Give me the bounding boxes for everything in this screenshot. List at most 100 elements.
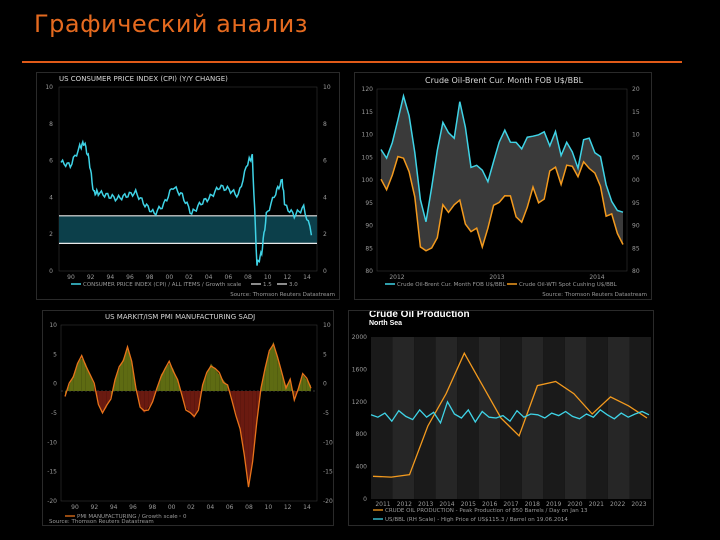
x-tick-label: 2020 — [567, 501, 582, 508]
background-band — [392, 337, 415, 499]
x-tick-label: 14 — [303, 504, 311, 511]
y-tick-label: 4 — [49, 194, 53, 201]
background-band — [607, 337, 630, 499]
pmi-positive-area — [127, 347, 132, 391]
pmi-positive-area — [306, 380, 311, 391]
y-tick-label-right: 95 — [632, 200, 640, 207]
chart-source: Source: Thomson Reuters Datastream — [49, 519, 154, 525]
legend-production: CRUDE OIL PRODUCTION - Peak Production o… — [385, 508, 588, 514]
x-tick-label: 90 — [67, 274, 75, 281]
y-tick-label: 10 — [45, 84, 53, 91]
y-tick-label: 0 — [49, 268, 53, 275]
y-tick-label-right: 2 — [323, 231, 327, 238]
y-tick-label-right: -15 — [323, 469, 333, 476]
pmi-positive-area — [73, 363, 78, 391]
y-tick-label-right: 00 — [632, 177, 640, 184]
north-sea-chart-subtitle: North Sea — [369, 320, 403, 327]
x-tick-label: 12 — [284, 274, 292, 281]
background-band — [586, 337, 608, 499]
brent-chart-panel: Crude Oil-Brent Cur. Month FOB U$/BBL 12… — [354, 72, 652, 300]
pmi-negative-area — [181, 391, 186, 408]
pmi-negative-area — [190, 391, 195, 419]
pmi-positive-area — [269, 341, 274, 391]
pmi-positive-area — [165, 363, 170, 391]
x-tick-label: 2012 — [397, 501, 412, 508]
x-tick-label: 04 — [205, 274, 213, 281]
x-tick-label: 2019 — [546, 501, 561, 508]
y-tick-label-right: 10 — [632, 132, 640, 139]
y-tick-label: 0 — [363, 496, 367, 503]
pmi-positive-area — [265, 352, 270, 391]
plot-frame — [60, 324, 318, 502]
y-tick-label: 800 — [356, 431, 368, 438]
y-tick-label: -15 — [47, 469, 57, 476]
slide-title: Графический анализ — [34, 10, 308, 38]
x-tick-label: 10 — [264, 274, 272, 281]
production-series-line — [372, 351, 648, 478]
brent-chart: 120 115 110 105 100 95 90 85 80 20 15 10 05 00 95 90 85 8… — [362, 86, 647, 298]
y-tick-label-right: 8 — [323, 121, 327, 128]
y-tick-label-right: -10 — [323, 439, 333, 446]
y-tick-label-right: 90 — [632, 223, 640, 230]
legend-band-low: 1.5 — [263, 282, 272, 288]
y-tick-label: 110 — [362, 132, 374, 139]
y-tick-label: 1600 — [352, 366, 367, 373]
pmi-negative-area — [248, 391, 253, 485]
x-tick-label: 98 — [146, 274, 154, 281]
brent-chart-title: Crude Oil-Brent Cur. Month FOB U$/BBL — [425, 76, 584, 85]
y-tick-label: 115 — [362, 109, 374, 116]
y-tick-label: 6 — [49, 158, 53, 165]
x-tick-label: 2014 — [439, 501, 454, 508]
x-tick-label: 90 — [71, 504, 79, 511]
x-tick-label: 2022 — [610, 501, 625, 508]
y-tick-label-right: 6 — [323, 158, 327, 165]
north-sea-chart-title: Crude Oil Production — [369, 310, 470, 320]
x-tick-label: 2014 — [589, 274, 604, 281]
pmi-positive-area — [85, 363, 91, 391]
x-tick-label: 2023 — [631, 501, 646, 508]
pmi-negative-area — [231, 391, 236, 413]
y-tick-label: 0 — [53, 381, 57, 388]
legend-brent: Crude Oil-Brent Cur. Month FOB U$/BBL — [397, 282, 507, 288]
x-tick-label: 08 — [244, 274, 252, 281]
x-tick-label: 06 — [226, 504, 234, 511]
pmi-negative-area — [235, 391, 241, 430]
x-tick-label: 92 — [87, 274, 95, 281]
x-tick-label: 00 — [166, 274, 174, 281]
pmi-positive-area — [115, 369, 120, 391]
x-tick-label: 12 — [284, 504, 292, 511]
background-band — [500, 337, 522, 499]
y-tick-label-right: -5 — [323, 410, 329, 417]
y-tick-label-right: -20 — [323, 498, 333, 505]
pmi-negative-area — [98, 391, 103, 413]
price-series-line — [370, 400, 650, 425]
y-tick-label: 400 — [356, 464, 368, 471]
x-tick-label: 2013 — [489, 274, 504, 281]
background-band — [457, 337, 479, 499]
pmi-negative-area — [185, 391, 191, 413]
x-tick-label: 04 — [207, 504, 215, 511]
pmi-negative-area — [240, 391, 245, 457]
target-band — [59, 215, 317, 244]
x-tick-label: 02 — [187, 504, 195, 511]
background-band — [371, 337, 393, 499]
background-band — [478, 337, 501, 499]
pmi-negative-area — [256, 385, 261, 424]
cpi-series-line — [60, 139, 313, 266]
pmi-negative-area — [152, 391, 157, 402]
cpi-chart-title: US CONSUMER PRICE INDEX (CPI) (Y/Y CHANG… — [59, 75, 228, 83]
y-tick-label-right: 20 — [632, 86, 640, 93]
y-tick-label: 2000 — [352, 334, 367, 341]
legend-pmi: PMI MANUFACTURING / Growth scale — [77, 514, 178, 520]
pmi-positive-area — [77, 358, 82, 391]
x-tick-label: 14 — [303, 274, 311, 281]
y-tick-label: 80 — [365, 268, 373, 275]
background-band — [521, 337, 544, 499]
pmi-positive-area — [81, 358, 86, 391]
pmi-chart-panel: US MARKIT/ISM PMI MANUFACTURING SADJ 10 5… — [42, 310, 334, 526]
x-tick-label: 2018 — [525, 501, 540, 508]
pmi-negative-area — [144, 391, 149, 413]
y-tick-label: -5 — [51, 410, 57, 417]
pmi-positive-area — [223, 380, 228, 391]
x-tick-label: 2015 — [461, 501, 476, 508]
